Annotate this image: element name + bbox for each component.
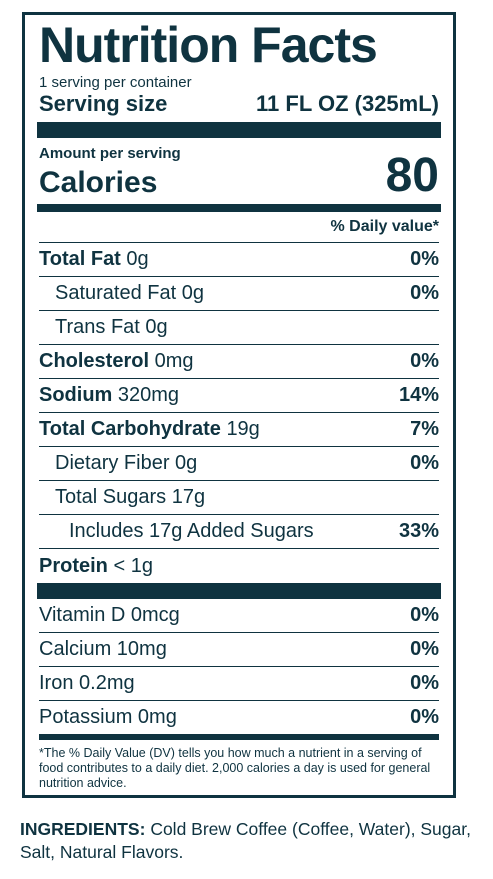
serving-size-row: Serving size 11 FL OZ (325mL) xyxy=(39,91,439,117)
thick-divider xyxy=(37,122,441,138)
nutrient-amount: 19g xyxy=(226,418,260,440)
nutrient-amount: 0g xyxy=(145,316,168,338)
nutrient-name: Sodium xyxy=(39,384,113,406)
vitamin-row-iron: Iron 0.2mg 0% xyxy=(39,667,439,701)
vitamin-name: Potassium 0mg xyxy=(39,706,177,728)
serving-size-label: Serving size xyxy=(39,91,168,116)
nutrient-name: Total Fat xyxy=(39,248,121,270)
nutrient-row-trans-fat: Trans Fat 0g xyxy=(39,311,439,345)
nutrient-amount: 0g xyxy=(126,248,149,270)
nutrient-dv: 14% xyxy=(398,384,439,406)
nutrient-amount: 0g xyxy=(175,452,198,474)
thick-divider xyxy=(37,583,441,599)
amount-per-serving: Amount per serving xyxy=(39,145,181,162)
nutrient-name: Dietary Fiber xyxy=(55,452,170,474)
vitamin-row-potassium: Potassium 0mg 0% xyxy=(39,701,439,740)
nutrient-dv: 33% xyxy=(398,520,439,542)
nutrient-amount: 0g xyxy=(181,282,204,304)
nutrient-row-total-fat: Total Fat 0g 0% xyxy=(39,243,439,277)
nutrient-row-added-sugars: Includes 17g Added Sugars 33% xyxy=(39,515,439,549)
nutrient-row-saturated-fat: Saturated Fat 0g 0% xyxy=(39,277,439,311)
nutrient-amount: 320mg xyxy=(117,384,180,406)
ingredients-heading: INGREDIENTS: xyxy=(20,819,146,839)
daily-value-footnote: *The % Daily Value (DV) tells you how mu… xyxy=(39,746,431,790)
vitamin-name: Vitamin D 0mcg xyxy=(39,604,180,626)
medium-divider xyxy=(37,204,441,212)
vitamin-row-vitamin-d: Vitamin D 0mcg 0% xyxy=(39,599,439,633)
vitamin-dv: 0% xyxy=(410,638,439,660)
label-title: Nutrition Facts xyxy=(39,17,378,73)
nutrient-amount: 17g xyxy=(171,486,206,508)
nutrient-dv: 0% xyxy=(410,248,439,270)
ingredients-text: Cold Brew Coffee (Coffee, Water), Sugar,… xyxy=(20,819,471,862)
vitamin-row-calcium: Calcium 10mg 0% xyxy=(39,633,439,667)
nutrient-amount: < 1g xyxy=(113,554,153,577)
vitamin-name: Iron 0.2mg xyxy=(39,672,135,694)
nutrient-name: Cholesterol xyxy=(39,350,150,372)
nutrition-facts-panel: Nutrition Facts 1 serving per container … xyxy=(22,12,456,798)
nutrient-dv: 0% xyxy=(410,452,439,474)
nutrient-row-dietary-fiber: Dietary Fiber 0g 0% xyxy=(39,447,439,481)
nutrient-name: Total Sugars xyxy=(55,486,167,508)
servings-per-container: 1 serving per container xyxy=(39,74,192,91)
calories-label: Calories xyxy=(39,166,158,199)
nutrient-row-protein: Protein < 1g xyxy=(39,549,439,583)
nutrient-row-sodium: Sodium 320mg 14% xyxy=(39,379,439,413)
nutrient-dv: 0% xyxy=(410,350,439,372)
nutrient-amount: 0mg xyxy=(154,350,194,372)
serving-size-value: 11 FL OZ (325mL) xyxy=(256,91,439,116)
nutrient-name: Trans Fat xyxy=(55,316,140,338)
nutrient-name: Includes 17g Added Sugars xyxy=(69,520,314,542)
nutrient-row-cholesterol: Cholesterol 0mg 0% xyxy=(39,345,439,379)
vitamin-dv: 0% xyxy=(410,672,439,694)
nutrient-name: Total Carbohydrate xyxy=(39,418,221,440)
nutrient-dv: 0% xyxy=(410,282,439,304)
nutrient-name: Protein xyxy=(39,554,108,577)
vitamin-name: Calcium 10mg xyxy=(39,638,167,660)
ingredients-block: INGREDIENTS: Cold Brew Coffee (Coffee, W… xyxy=(20,818,480,864)
nutrient-name: Saturated Fat xyxy=(55,282,177,304)
calories-row: Calories 80 xyxy=(39,152,439,200)
vitamin-dv: 0% xyxy=(410,706,439,728)
nutrient-row-total-sugars: Total Sugars 17g xyxy=(39,481,439,515)
calories-value: 80 xyxy=(385,149,439,202)
nutrient-row-total-carbohydrate: Total Carbohydrate 19g 7% xyxy=(39,413,439,447)
daily-value-header: % Daily value* xyxy=(39,212,439,243)
nutrient-dv: 7% xyxy=(410,418,439,440)
vitamin-dv: 0% xyxy=(410,604,439,626)
